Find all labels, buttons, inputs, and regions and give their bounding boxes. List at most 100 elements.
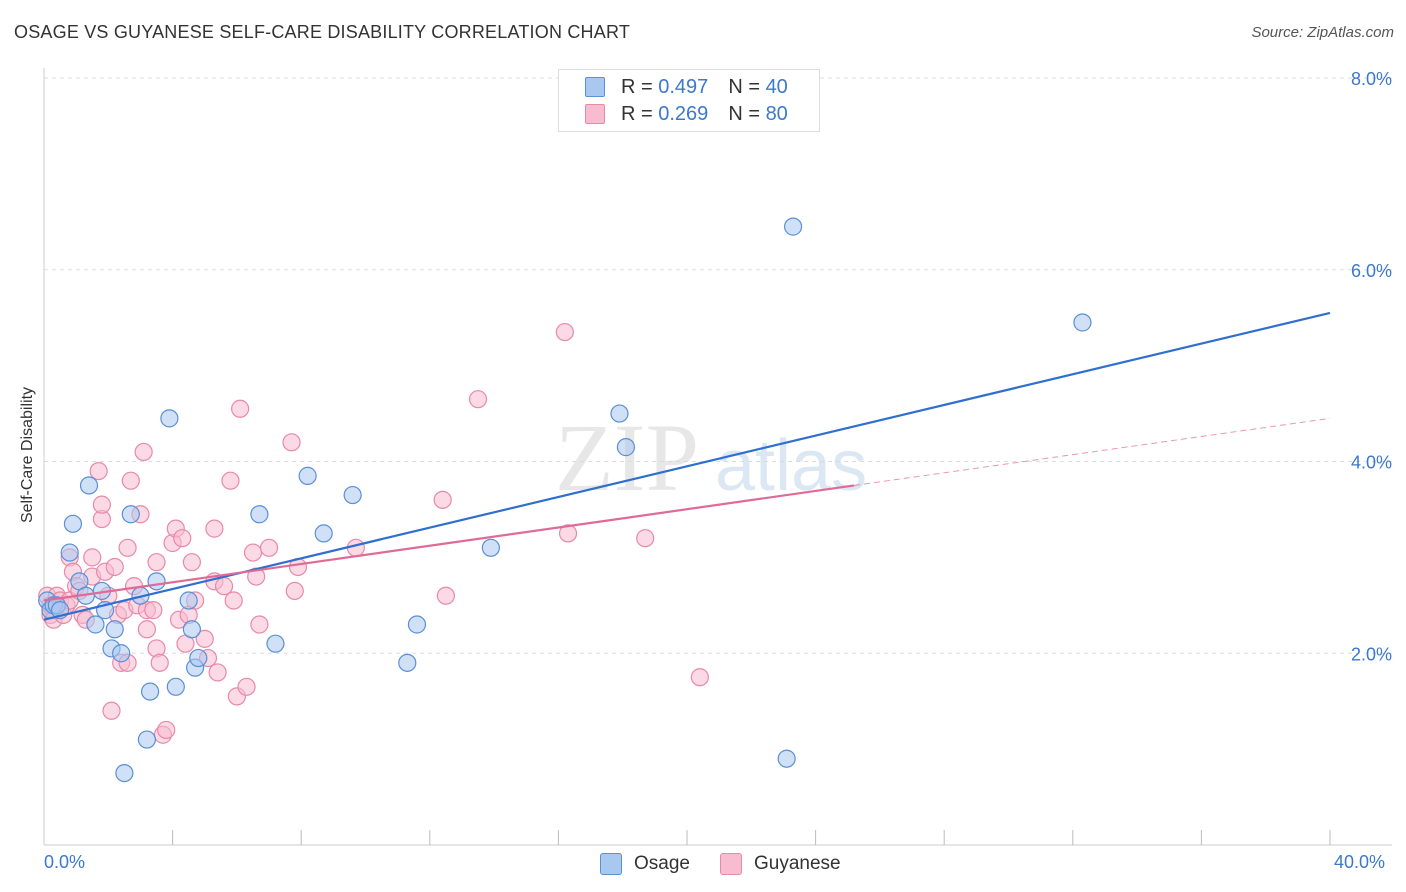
guyanese-point: [558, 524, 578, 543]
guyanese-point: [205, 519, 224, 538]
guyanese-point: [121, 471, 140, 490]
guyanese-point: [555, 322, 574, 342]
osage-point: [79, 476, 99, 495]
axes: [43, 68, 1392, 846]
osage-point: [1073, 313, 1092, 332]
guyanese-point: [144, 601, 163, 620]
guyanese-trend-extension: [854, 417, 1331, 486]
osage-point: [266, 634, 285, 653]
osage-trend-line: [43, 311, 1331, 621]
x-tick-label-min: 0.0%: [44, 852, 86, 872]
guyanese-point: [173, 529, 192, 548]
osage-point: [398, 653, 417, 672]
osage-point: [298, 466, 317, 485]
legend-label-osage: Osage: [634, 853, 690, 874]
guyanese-swatch: [585, 104, 605, 124]
guyanese-point: [92, 495, 111, 514]
osage-point: [63, 514, 83, 533]
osage-point: [777, 749, 796, 768]
legend-swatch-guyanese: [720, 853, 742, 875]
osage-point: [481, 538, 500, 557]
osage-point: [616, 438, 636, 457]
guyanese-point: [89, 461, 108, 481]
y-tick-label: 6.0%: [1351, 261, 1392, 281]
osage-point: [783, 217, 803, 236]
guyanese-point: [105, 557, 124, 577]
osage-r-value: 0.497: [658, 75, 709, 98]
y-tick-label: 2.0%: [1351, 644, 1392, 664]
guyanese-point: [157, 720, 176, 740]
osage-point: [115, 763, 134, 783]
osage-n-label: N =: [728, 75, 760, 98]
guyanese-point: [182, 553, 201, 572]
guyanese-n-label: N =: [728, 102, 760, 125]
guyanese-point: [221, 471, 240, 490]
guyanese-points: [38, 322, 709, 744]
watermark-atlas: atlas: [715, 426, 867, 506]
guyanese-point: [636, 529, 655, 548]
osage-point: [407, 615, 427, 634]
legend-label-guyanese: Guyanese: [754, 853, 841, 874]
watermark: ZIP atlas: [555, 404, 867, 511]
guyanese-point: [468, 390, 488, 409]
guyanese-point: [102, 701, 121, 720]
osage-point: [179, 591, 198, 610]
osage-n-value: 40: [765, 75, 788, 98]
x-tick-label-max: 40.0%: [1334, 852, 1386, 872]
osage-point: [610, 404, 629, 423]
guyanese-point: [134, 442, 153, 462]
guyanese-point: [433, 490, 452, 509]
stats-legend: R = 0.497 N = 40 R = 0.269 N = 80: [558, 69, 820, 132]
guyanese-point: [137, 620, 156, 639]
osage-point: [166, 677, 185, 696]
osage-point: [140, 682, 160, 701]
guyanese-point: [208, 663, 227, 682]
gridlines: [44, 77, 1392, 654]
guyanese-point: [224, 591, 243, 610]
trend-lines: [43, 311, 1331, 621]
guyanese-point: [237, 677, 256, 696]
legend-item-osage: Osage: [600, 852, 690, 876]
osage-r-label: R =: [621, 75, 653, 98]
guyanese-r-value: 0.269: [658, 102, 709, 125]
guyanese-point: [195, 629, 214, 648]
osage-points: [38, 217, 1092, 783]
y-axis-label: Self-Care Disability: [19, 386, 36, 524]
osage-point: [250, 505, 269, 524]
osage-point: [343, 485, 362, 505]
guyanese-trend-line: [43, 484, 855, 602]
guyanese-point: [231, 399, 250, 418]
osage-point: [112, 644, 131, 663]
y-tick-label: 8.0%: [1351, 69, 1392, 89]
osage-point: [137, 730, 156, 749]
chart-title: OSAGE VS GUYANESE SELF-CARE DISABILITY C…: [14, 22, 631, 42]
guyanese-point: [147, 553, 166, 572]
guyanese-point: [118, 538, 137, 557]
guyanese-r-label: R =: [621, 102, 653, 125]
legend-swatch-osage: [600, 853, 622, 875]
y-tick-label: 4.0%: [1351, 453, 1392, 473]
guyanese-point: [436, 586, 455, 605]
guyanese-point: [282, 433, 301, 452]
y-tick-labels: 2.0% 4.0% 6.0% 8.0%: [1351, 69, 1392, 664]
osage-point: [60, 543, 79, 562]
guyanese-point: [83, 548, 102, 567]
guyanese-point: [250, 615, 269, 634]
osage-point: [147, 572, 166, 591]
watermark-zip: ZIP: [555, 404, 699, 511]
guyanese-point: [285, 581, 304, 601]
guyanese-point: [243, 543, 263, 562]
osage-point: [121, 505, 140, 524]
guyanese-point: [214, 577, 234, 596]
guyanese-point: [690, 668, 709, 687]
guyanese-point: [259, 538, 279, 557]
source-label: Source: ZipAtlas.com: [1251, 24, 1394, 41]
legend-row-guyanese: R = 0.269 N = 80: [585, 102, 788, 126]
guyanese-point: [150, 653, 169, 672]
osage-point: [105, 620, 124, 639]
osage-point: [182, 620, 201, 639]
osage-point: [314, 524, 333, 543]
osage-swatch: [585, 77, 605, 97]
osage-point: [86, 615, 105, 634]
guyanese-n-value: 80: [765, 102, 788, 125]
